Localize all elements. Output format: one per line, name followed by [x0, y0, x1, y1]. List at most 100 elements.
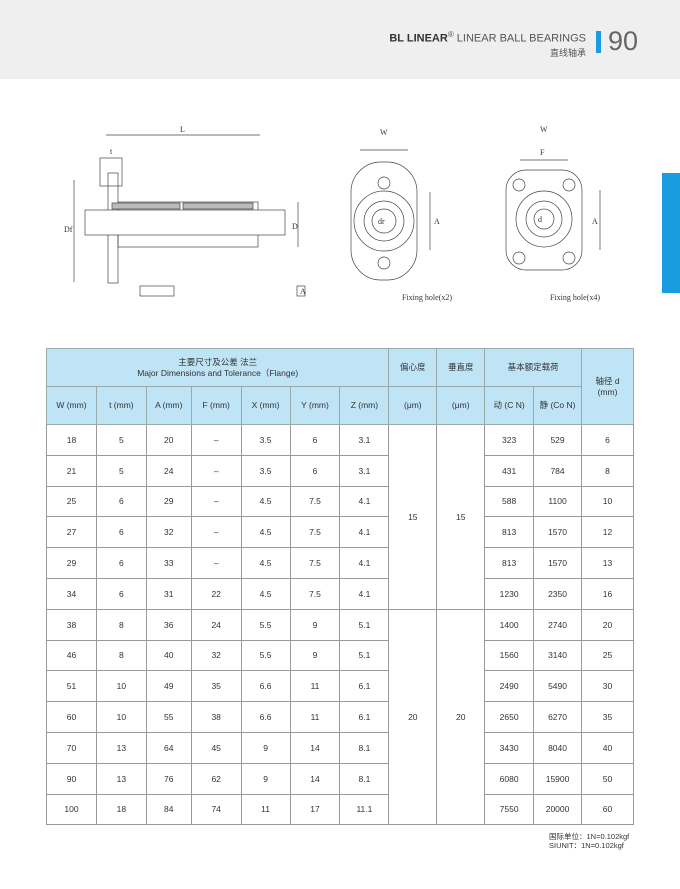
table-cell: 6	[95, 485, 147, 518]
table-cell: 18	[95, 793, 147, 826]
table-cell: 1100	[533, 485, 582, 518]
table-cell: 1560	[484, 639, 535, 672]
table-cell: –	[190, 424, 242, 456]
table-cell: 6080	[484, 762, 535, 795]
table-cell: 6	[95, 516, 147, 549]
table-cell: 5	[95, 454, 147, 487]
table-cell: 60	[46, 701, 97, 733]
table-cell: 11	[289, 670, 341, 703]
table-cell: 1400	[484, 608, 535, 641]
table-row: 38 8 36 24 5.5 9 5.1 20 20 1400 2740 20	[46, 608, 634, 826]
table-cell: 5.1	[339, 608, 390, 641]
table-cell: 6.1	[339, 670, 390, 703]
label-t: t	[110, 147, 113, 156]
table-cell: 6	[95, 547, 147, 579]
table-cell: –	[190, 547, 242, 579]
table-cell: 22	[190, 577, 242, 610]
table-cell: 7.5	[289, 577, 341, 610]
table-cell: 51	[46, 670, 97, 703]
label-fixing-hole-x4: Fixing hole(x4)	[550, 293, 600, 302]
table-cell: 38	[46, 608, 97, 641]
table-cell: –	[190, 454, 242, 487]
category-title: LINEAR BALL BEARINGS	[456, 32, 586, 45]
table-row: 60 10 55 38 6.6 11 6.1 2650 6270 35	[46, 701, 634, 733]
table-cell: 6270	[533, 701, 582, 733]
table-cell: 2740	[533, 608, 582, 641]
side-tab	[662, 173, 680, 293]
table-cell: 5	[95, 424, 147, 456]
table-cell: 7.5	[289, 516, 341, 549]
table-cell: 25	[581, 639, 634, 672]
table-cell: 3140	[533, 639, 582, 672]
table-cell: 7.5	[289, 547, 341, 579]
table-cell: 3.5	[240, 424, 291, 456]
column-header: A (mm)	[145, 386, 192, 425]
table-cell: 36	[145, 608, 192, 641]
table-cell: 74	[190, 793, 242, 826]
table-cell: 33	[145, 547, 192, 579]
table-cell: 4.5	[240, 485, 291, 518]
shaft-header: 轴径 d (mm)	[581, 348, 634, 425]
table-cell: 20	[581, 608, 634, 641]
table-cell: 35	[190, 670, 242, 703]
column-header: t (mm)	[95, 386, 147, 425]
table-cell: 2490	[484, 670, 535, 703]
label-D: D	[292, 222, 298, 231]
table-cell: 84	[145, 793, 192, 826]
table-cell: 6	[289, 424, 341, 456]
table-row: 70 13 64 45 9 14 8.1 3430 8040 40	[46, 731, 634, 764]
table-cell: 4.5	[240, 516, 291, 549]
table-cell: 29	[46, 547, 97, 579]
shaft-unit: (mm)	[597, 386, 618, 397]
table-cell: 10	[95, 670, 147, 703]
table-cell: 323	[484, 424, 535, 456]
table-cell: 14	[289, 731, 341, 764]
column-header: (μm)	[436, 386, 486, 425]
table-cell: 60	[581, 793, 634, 826]
table-cell: 14	[289, 762, 341, 795]
group-title-en: Major Dimensions and Tolerance（Flange)	[137, 367, 299, 378]
table-cell: 62	[190, 762, 242, 795]
table-row: 46 8 40 32 5.5 9 5.1 1560 3140 25	[46, 639, 634, 672]
table-cell: 4.5	[240, 547, 291, 579]
front-view-four-hole: W F d A Fixing hole(x4)	[505, 125, 601, 302]
table-cell: 5.5	[240, 639, 291, 672]
label-L: L	[180, 125, 185, 134]
table-cell: 13	[581, 547, 634, 579]
table-cell: 529	[533, 424, 582, 456]
note-si-cn: 国际单位：1N=0.102kgf	[549, 832, 630, 841]
front-view-two-hole: W dr A Fixing hole(x2)	[350, 128, 452, 302]
table-row: 51 10 49 35 6.6 11 6.1 2490 5490 30	[46, 670, 634, 703]
table-row: 100 18 84 74 11 17 11.1 7550 20000 60	[46, 793, 634, 826]
label-fixing-hole-x2: Fixing hole(x2)	[402, 293, 452, 302]
table-cell: 9	[289, 608, 341, 641]
label-datum: A	[300, 287, 306, 296]
page-header	[0, 0, 680, 79]
table-cell: 4.1	[339, 577, 390, 610]
table-cell: 24	[190, 608, 242, 641]
eccentricity-header: 偏心度	[388, 348, 438, 387]
table-cell: 16	[581, 577, 634, 610]
table-cell: 10	[581, 485, 634, 518]
table-cell: 38	[190, 701, 242, 733]
column-header: 静 (Co N)	[533, 386, 582, 425]
table-row: 27 6 32–4.5 7.5 4.1 813 1570 12	[46, 516, 634, 549]
table-cell: 20	[388, 608, 438, 826]
table-cell: 6.6	[240, 670, 291, 703]
table-cell: 40	[145, 639, 192, 672]
side-view: L t Df D A	[64, 125, 306, 297]
label-Df: Df	[64, 225, 73, 234]
label-A: A	[434, 217, 440, 226]
table-cell: 1570	[533, 516, 582, 549]
table-cell: 76	[145, 762, 192, 795]
table-cell: 70	[46, 731, 97, 764]
label-dr: dr	[378, 217, 385, 226]
column-header: Y (mm)	[289, 386, 341, 425]
table-cell: 20000	[533, 793, 582, 826]
brand-heading: BL LINEAR® LINEAR BALL BEARINGS 直线轴承	[389, 30, 586, 59]
table-cell: 29	[145, 485, 192, 518]
table-cell: 5.5	[240, 608, 291, 641]
table-cell: 9	[240, 731, 291, 764]
dimensions-table: 主要尺寸及公差 法兰 Major Dimensions and Tolerance…	[45, 348, 634, 826]
table-cell: 40	[581, 731, 634, 764]
